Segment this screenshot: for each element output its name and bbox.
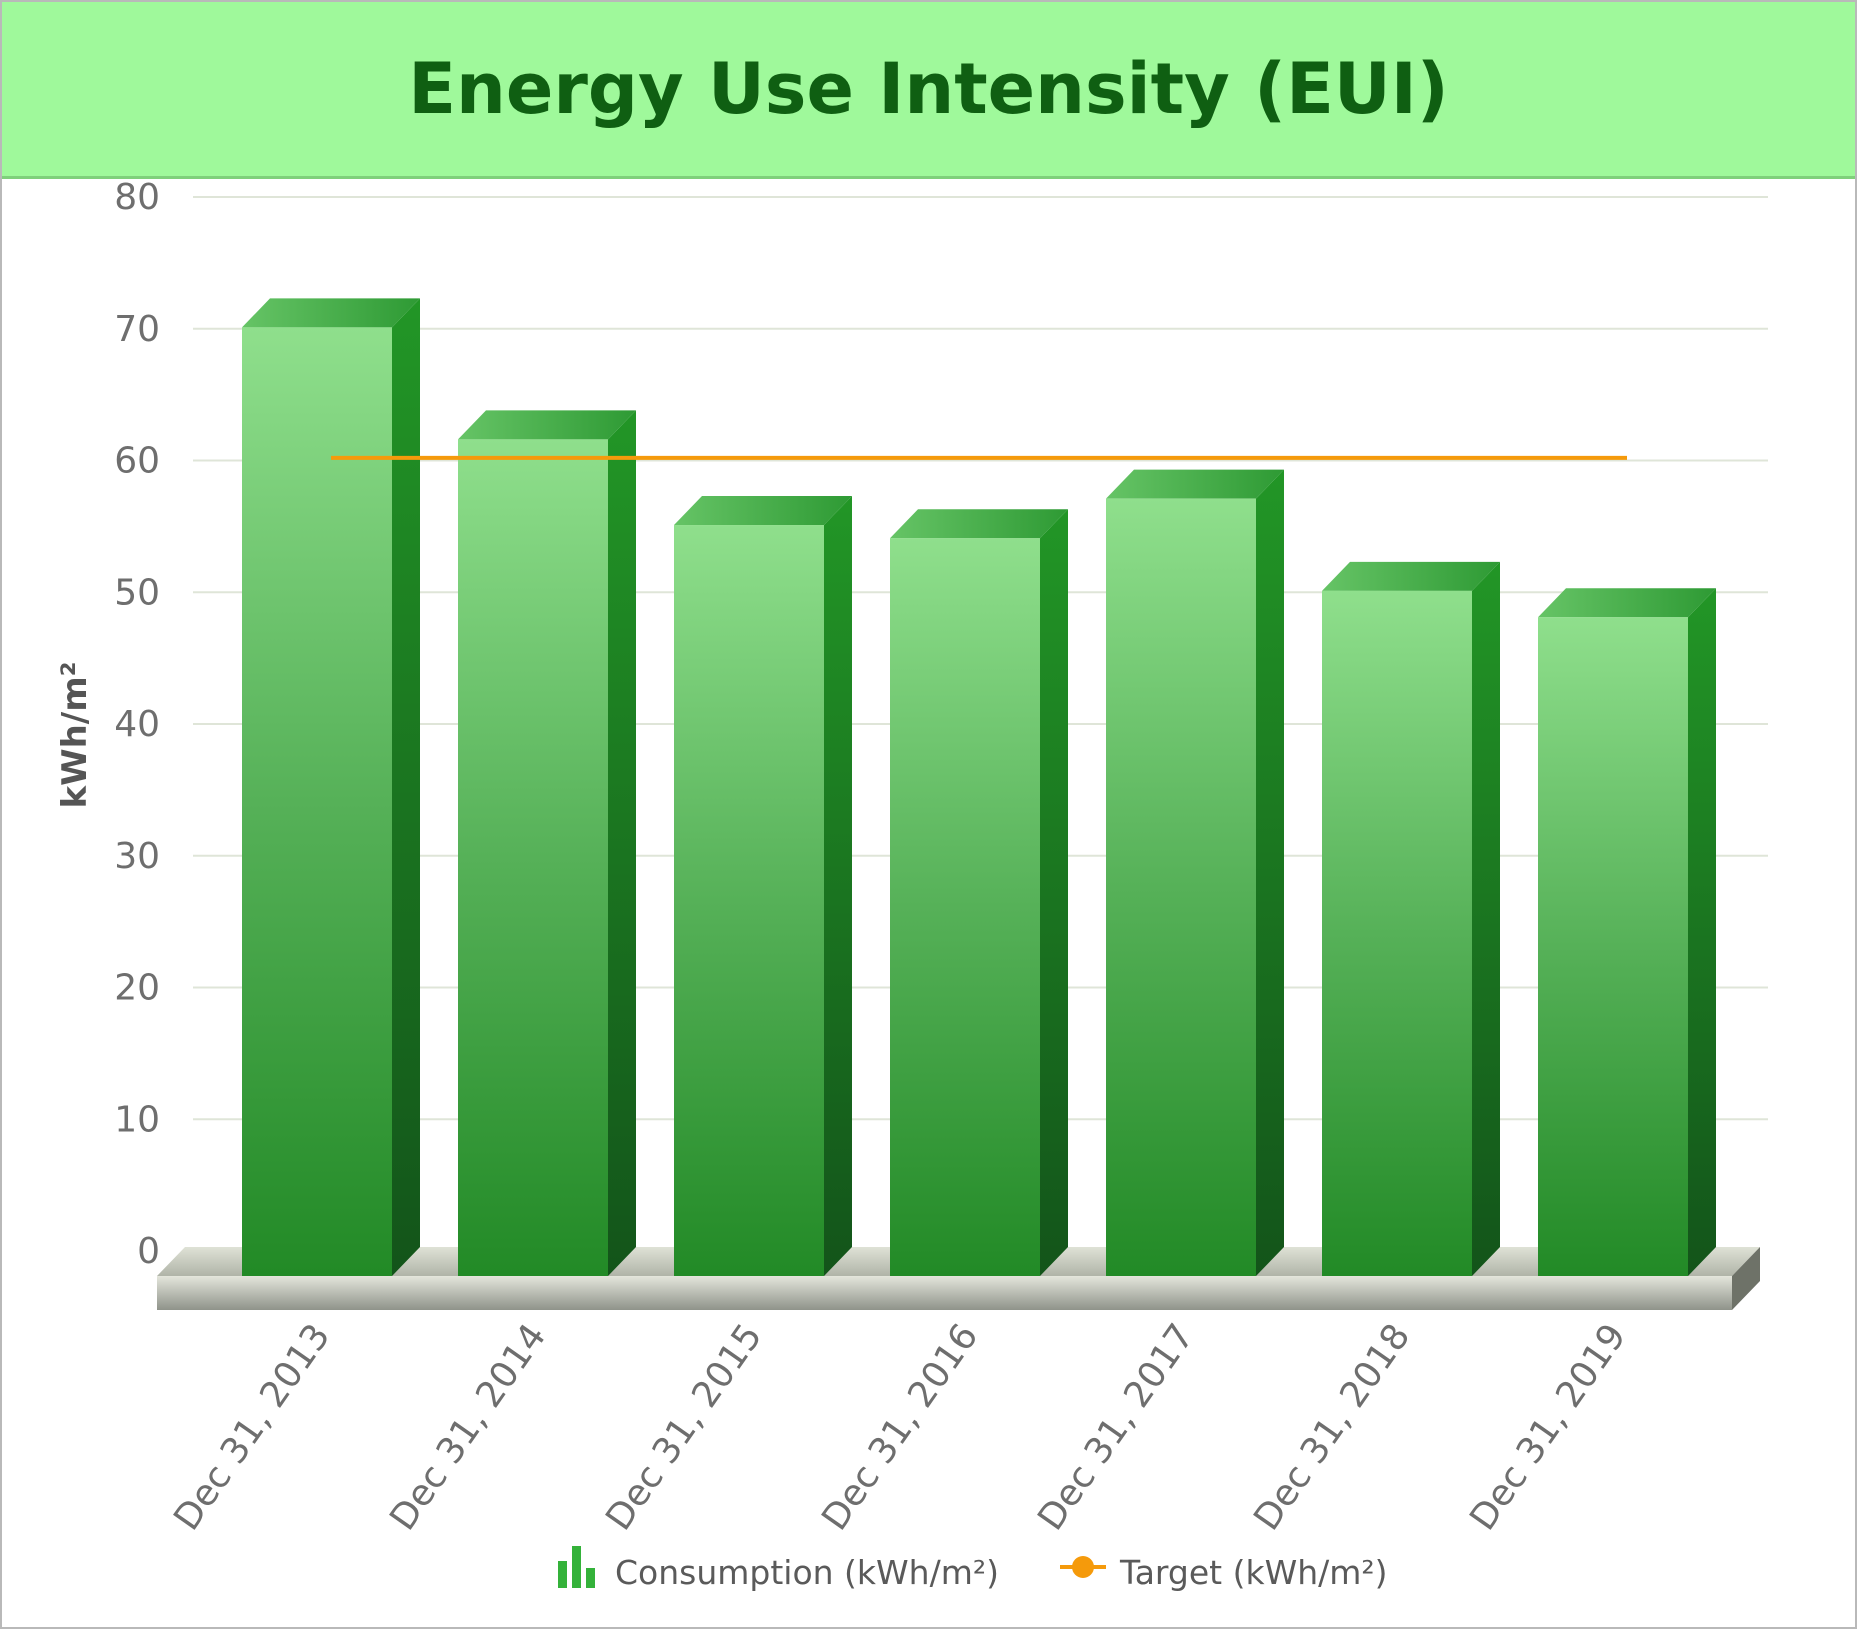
y-tick-label-5: 50 [114, 572, 160, 613]
bar-side-0 [392, 298, 420, 1276]
bar-front-1 [458, 439, 608, 1276]
legend-target-icon [1072, 1556, 1094, 1578]
bar-side-4 [1256, 469, 1284, 1276]
y-tick-label-8: 80 [114, 177, 160, 218]
x-tick-label-1: Dec 31, 2014 [382, 1317, 554, 1538]
x-tick-label-2: Dec 31, 2015 [598, 1317, 770, 1538]
floor-side [1732, 1247, 1760, 1310]
legend-consumption-icon-bar3 [586, 1568, 595, 1588]
bar-4 [1106, 469, 1284, 1276]
legend-consumption-label: Consumption (kWh/m²) [615, 1553, 999, 1592]
y-axis-label: kWh/m² [55, 661, 95, 808]
y-axis-ticks: 0 10 20 30 40 50 60 70 80 [114, 177, 160, 1272]
x-tick-label-6: Dec 31, 2019 [1462, 1317, 1634, 1538]
x-tick-label-5: Dec 31, 2018 [1246, 1317, 1418, 1538]
bar-top-1 [458, 410, 636, 440]
bar-side-1 [608, 410, 636, 1276]
x-axis-ticks: Dec 31, 2013 Dec 31, 2014 Dec 31, 2015 Dec … [166, 1317, 1634, 1538]
bar-side-6 [1688, 588, 1716, 1276]
legend-target-label: Target (kWh/m²) [1119, 1553, 1387, 1592]
bar-side-3 [1040, 509, 1068, 1276]
y-tick-label-0: 0 [137, 1231, 160, 1272]
bar-top-0 [242, 298, 420, 328]
bar-top-4 [1106, 469, 1284, 499]
bar-front-4 [1106, 498, 1256, 1276]
consumption-bars [242, 298, 1716, 1276]
legend-item-target[interactable]: Target (kWh/m²) [1060, 1553, 1387, 1592]
chart-header: Energy Use Intensity (EUI) [2, 2, 1855, 179]
chart-title: Energy Use Intensity (EUI) [408, 48, 1449, 130]
bar-5 [1322, 561, 1500, 1276]
y-tick-label-2: 20 [114, 968, 160, 1009]
x-tick-label-0: Dec 31, 2013 [166, 1317, 338, 1538]
x-tick-label-3: Dec 31, 2016 [814, 1317, 986, 1538]
legend-item-consumption[interactable]: Consumption (kWh/m²) [558, 1546, 999, 1592]
bar-top-5 [1322, 561, 1500, 591]
bar-side-5 [1472, 561, 1500, 1276]
x-tick-label-4: Dec 31, 2017 [1030, 1317, 1202, 1538]
bar-front-6 [1538, 617, 1688, 1276]
floor-front [157, 1276, 1732, 1310]
legend-consumption-icon-bar2 [572, 1546, 581, 1588]
bar-top-2 [674, 496, 852, 526]
bar-2 [674, 496, 852, 1276]
y-tick-label-3: 30 [114, 836, 160, 877]
y-tick-label-7: 70 [114, 309, 160, 350]
bar-1 [458, 410, 636, 1276]
bar-front-3 [890, 538, 1040, 1276]
bar-side-2 [824, 496, 852, 1276]
legend: Consumption (kWh/m²) Target (kWh/m²) [558, 1546, 1387, 1592]
bar-0 [242, 298, 420, 1276]
y-tick-label-1: 10 [114, 1099, 160, 1140]
y-tick-label-4: 40 [114, 704, 160, 745]
legend-consumption-icon [558, 1561, 567, 1588]
y-tick-label-6: 60 [114, 441, 160, 482]
bar-6 [1538, 588, 1716, 1276]
bar-front-2 [674, 525, 824, 1276]
bar-front-0 [242, 327, 392, 1276]
bar-top-3 [890, 509, 1068, 539]
bar-3 [890, 509, 1068, 1276]
bar-front-5 [1322, 590, 1472, 1276]
bar-top-6 [1538, 588, 1716, 618]
